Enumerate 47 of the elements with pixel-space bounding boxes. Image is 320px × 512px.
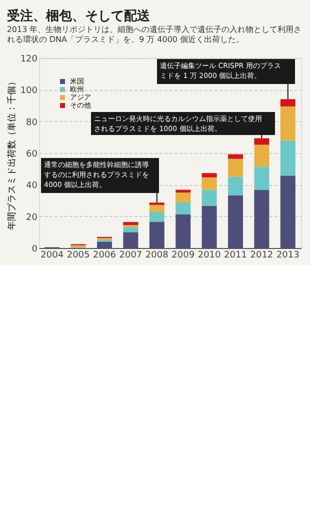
x-tick-label: 2004 (40, 250, 64, 260)
bar (176, 192, 191, 203)
bar (228, 195, 243, 248)
bar (254, 190, 270, 248)
bar (280, 99, 296, 106)
bar (123, 222, 138, 226)
x-tick-label: 2012 (250, 250, 274, 260)
bar (149, 212, 164, 222)
bar (97, 242, 112, 248)
bar (202, 190, 217, 206)
y-tick-label: 120 (20, 54, 38, 64)
chart-title: 受注、梱包、そして配送 (6, 8, 151, 24)
y-tick-label: 80 (26, 118, 38, 128)
chart-subtitle: 2013 年、生物リポジトリは、細胞への遺伝子導入で遺伝子の入れ物として利用される環状の DNA「プラスミド」を、9 万 4000 個近く出荷した。 (6, 25, 302, 44)
x-tick-label: 2009 (172, 250, 195, 260)
x-tick-label: 2006 (93, 250, 116, 260)
x-tick-label: 2013 (276, 250, 300, 260)
bar (254, 166, 270, 190)
bar (176, 190, 191, 193)
y-axis-title: 年間プラスミド出荷数（単位：千個） (6, 77, 18, 230)
x-tick-label: 2010 (198, 250, 222, 260)
bar (176, 202, 191, 214)
bar (228, 158, 243, 177)
y-tick-label: 0 (32, 244, 38, 254)
bar (202, 177, 217, 190)
y-tick-label: 100 (20, 86, 38, 96)
bar (202, 206, 217, 248)
y-tick-label: 20 (26, 212, 38, 223)
x-tick-label: 2007 (119, 250, 142, 260)
bar (123, 232, 138, 248)
x-tick-label: 2008 (145, 250, 169, 260)
bar (149, 222, 164, 248)
bar (254, 144, 270, 167)
bar (280, 176, 296, 248)
bar (280, 106, 296, 140)
y-tick-label: 40 (26, 181, 38, 192)
bar (280, 140, 296, 176)
y-tick-label: 60 (26, 150, 38, 160)
bar (228, 154, 243, 159)
bar (202, 173, 217, 178)
bar (176, 214, 191, 248)
bar (149, 204, 164, 212)
x-tick-label: 2005 (66, 250, 90, 260)
bar (123, 227, 138, 232)
bar (228, 176, 243, 196)
bar (254, 138, 270, 145)
x-tick-label: 2011 (224, 250, 247, 260)
